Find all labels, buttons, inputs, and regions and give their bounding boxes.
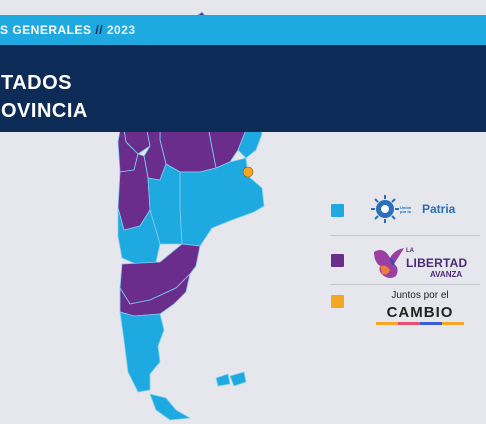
- legend-item-union-por-la-patria: Unión por la Patria: [330, 190, 480, 230]
- islands-malvinas-east: [229, 371, 247, 387]
- legend-swatch-la-libertad-avanza: [331, 254, 344, 267]
- title-panel: TADOS OVINCIA: [0, 45, 486, 132]
- union-text: Unión por la: [400, 206, 411, 214]
- title-line-1: TADOS: [1, 72, 73, 94]
- separator: //: [95, 23, 104, 37]
- election-year: 2023: [106, 23, 136, 37]
- legend-item-juntos-por-el-cambio: Juntos por el CAMBIO: [330, 290, 480, 330]
- patria-text: Patria: [422, 202, 456, 216]
- legend-divider-2: [330, 284, 480, 285]
- por-la-word: por la: [400, 209, 411, 214]
- title-line-2: OVINCIA: [1, 100, 88, 122]
- province-neuquen: [117, 207, 161, 265]
- caba-marker: [242, 166, 254, 178]
- sun-emblem-icon: [371, 195, 399, 223]
- union-por-la-patria-logo: Unión por la Patria: [370, 190, 480, 230]
- jxc-main-text: CAMBIO: [386, 304, 454, 321]
- legend-divider-1: [330, 235, 480, 236]
- la-libertad-avanza-logo: LA LIBERTAD AVANZA: [370, 242, 480, 288]
- province-tierra-del-fuego: [149, 393, 191, 421]
- lla-sub: AVANZA: [430, 270, 463, 279]
- top-bar: S GENERALES // 2023: [0, 15, 486, 45]
- lion-wings-icon: [374, 248, 404, 278]
- jxc-top-text: Juntos por el: [391, 290, 449, 301]
- election-label-text: S GENERALES: [0, 23, 92, 37]
- election-label: S GENERALES // 2023: [0, 23, 136, 37]
- legend-swatch-union-por-la-patria: [331, 204, 344, 217]
- province-santa-cruz: [119, 311, 165, 393]
- legend-item-la-libertad-avanza: LA LIBERTAD AVANZA: [330, 242, 480, 282]
- union-word: Unión: [400, 205, 412, 210]
- islands-malvinas-west: [215, 373, 231, 387]
- juntos-por-el-cambio-logo: Juntos por el CAMBIO: [370, 290, 480, 330]
- jxc-color-bar: [376, 322, 464, 325]
- lla-prefix: LA: [406, 248, 414, 254]
- lla-main: LIBERTAD: [406, 256, 468, 270]
- legend-swatch-juntos-por-el-cambio: [331, 295, 344, 308]
